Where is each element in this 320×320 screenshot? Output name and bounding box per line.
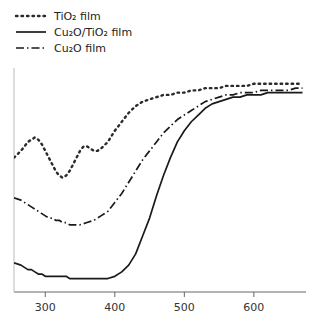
legend-label: Cu₂O film (54, 42, 106, 55)
y-axis (14, 68, 15, 292)
x-tick-label: 300 (35, 301, 56, 314)
x-tick-label: 400 (104, 301, 125, 314)
series-line (14, 93, 303, 279)
legend-swatch (16, 31, 46, 33)
x-tick-label: 500 (174, 301, 195, 314)
chart: 300 400 500 600 TiO₂ film Cu₂O/TiO₂ film Cu₂O … (0, 0, 320, 320)
x-tick (184, 292, 185, 297)
legend-label: TiO₂ film (53, 10, 101, 23)
x-tick (114, 292, 115, 297)
series-line (14, 84, 303, 178)
x-axis (14, 292, 306, 293)
x-tick-label: 600 (243, 301, 264, 314)
legend-swatch (16, 15, 46, 17)
x-tick (253, 292, 254, 297)
legend: TiO₂ film Cu₂O/TiO₂ film Cu₂O film (16, 10, 132, 55)
plot-lines (14, 84, 303, 279)
legend-label: Cu₂O/TiO₂ film (54, 26, 132, 39)
series-line (14, 88, 303, 225)
legend-swatch (16, 47, 46, 49)
x-tick (45, 292, 46, 297)
